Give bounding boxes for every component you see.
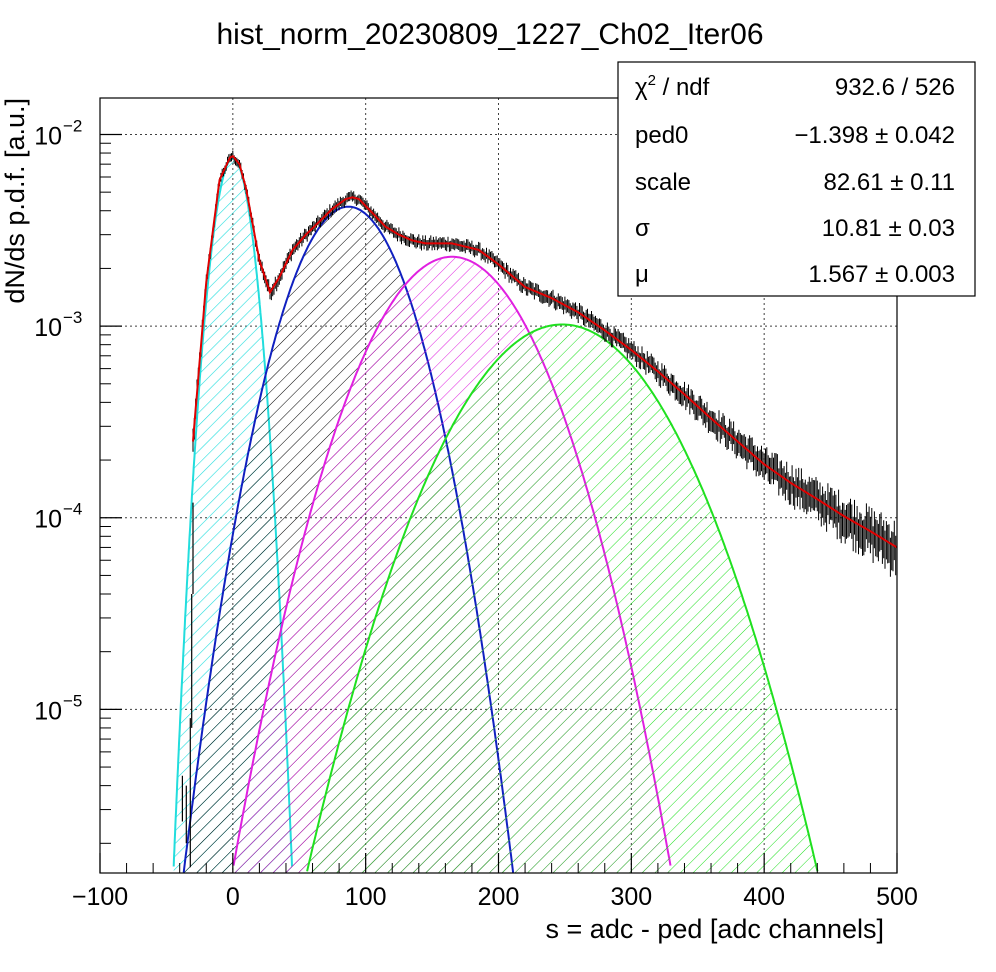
stats-label: ped0: [635, 122, 688, 149]
total-fit-curve: [192, 154, 897, 549]
chart-title: hist_norm_20230809_1227_Ch02_Iter06: [216, 18, 763, 51]
stats-label: χ2 / ndf: [635, 72, 710, 101]
stats-value: 82.61 ± 0.11: [824, 169, 956, 196]
fit-stats-box: χ2 / ndf 932.6 / 526 ped0 −1.398 ± 0.042 sca…: [617, 61, 976, 297]
x-tick-label: 400: [743, 883, 785, 911]
x-axis: −100 0 100 200 300 400 500: [72, 853, 918, 911]
x-tick-label: −100: [72, 883, 128, 911]
fit-components: [172, 157, 819, 873]
y-tick-label: 10: [34, 697, 62, 725]
y-axis-title: dN/ds p.d.f. [a.u.]: [0, 98, 30, 304]
y-tick-label: 10: [34, 314, 62, 342]
stats-label: σ: [635, 215, 650, 242]
x-tick-label: 100: [345, 883, 387, 911]
stats-value: 1.567 ± 0.003: [808, 261, 955, 288]
x-tick-label: 200: [478, 883, 520, 911]
stats-label: μ: [635, 261, 649, 288]
x-tick-label: 500: [876, 883, 918, 911]
stats-value: 932.6 / 526: [835, 74, 955, 101]
data-tail-bins: [181, 502, 194, 868]
component-curve: [306, 323, 819, 872]
stats-label: scale: [635, 169, 691, 196]
stats-value: −1.398 ± 0.042: [794, 122, 955, 149]
x-axis-title: s = adc - ped [adc channels]: [546, 914, 884, 944]
y-tick-label: 10: [34, 506, 62, 534]
y-tick-exponent: −5: [63, 691, 82, 710]
stats-box-frame: [617, 61, 976, 297]
y-axis: 10−210−310−410−5: [34, 116, 122, 844]
y-tick-exponent: −3: [63, 308, 82, 327]
x-tick-label: 0: [226, 883, 240, 911]
stats-value: 10.81 ± 0.03: [822, 215, 955, 242]
y-tick-exponent: −4: [63, 500, 82, 519]
total-fit: [192, 154, 897, 549]
y-tick-exponent: −2: [63, 116, 82, 135]
y-tick-label: 10: [34, 122, 62, 150]
x-tick-label: 300: [610, 883, 652, 911]
